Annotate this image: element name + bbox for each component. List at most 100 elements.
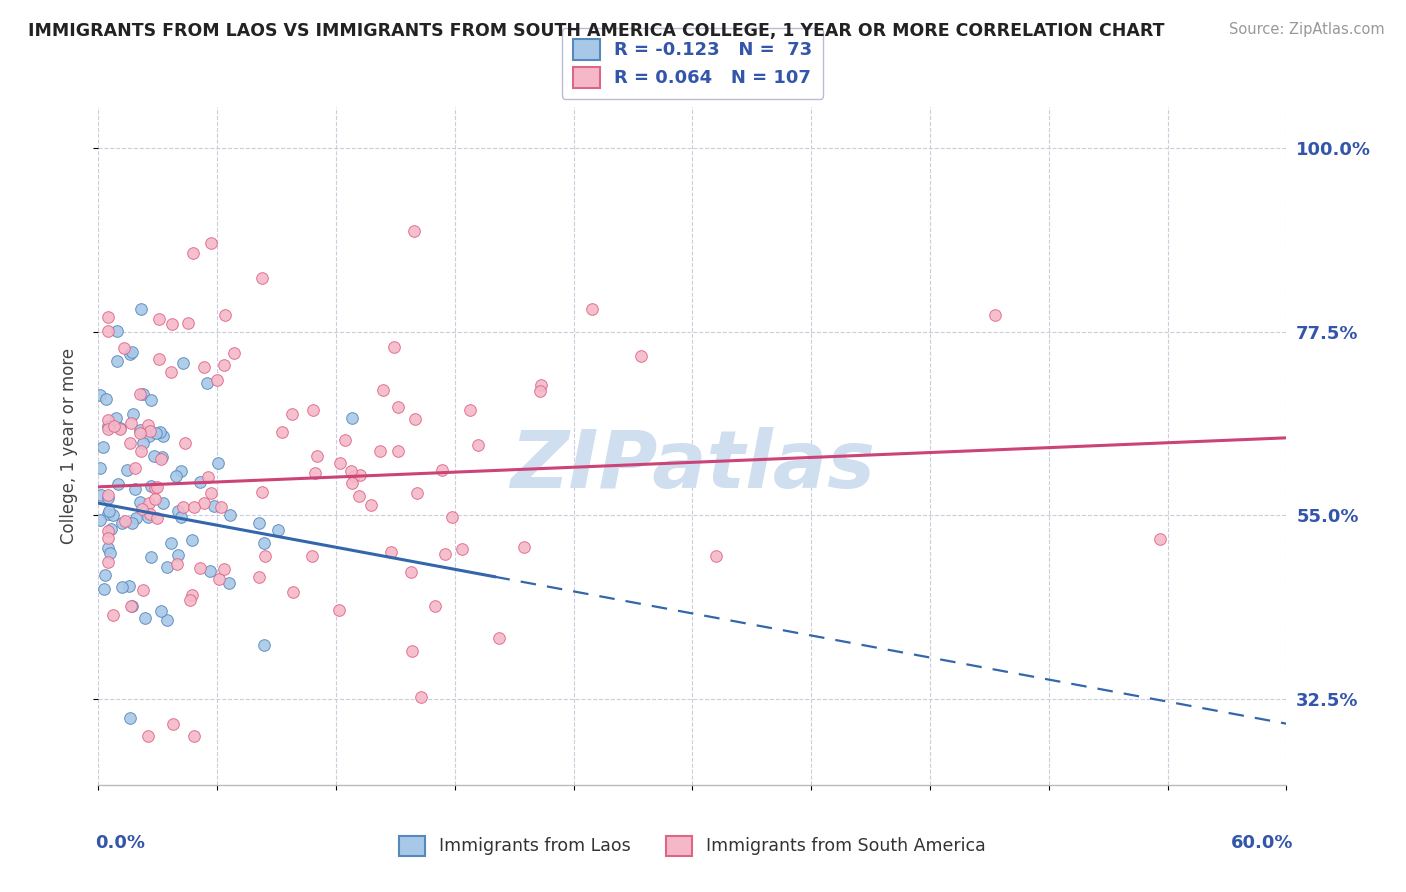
Point <box>108 422 131 436</box>
Point <box>212 561 235 575</box>
Point <box>145 481 167 495</box>
Point <box>349 468 371 483</box>
Point <box>120 599 142 613</box>
Point <box>132 435 155 450</box>
Text: ZIPatlas: ZIPatlas <box>510 427 875 506</box>
Point <box>104 410 127 425</box>
Point <box>387 444 409 458</box>
Point <box>581 301 603 316</box>
Point <box>111 580 134 594</box>
Point <box>139 424 162 438</box>
Point <box>124 461 146 475</box>
Point <box>103 419 125 434</box>
Point <box>145 511 167 525</box>
Point <box>131 444 153 458</box>
Point <box>409 690 432 704</box>
Point <box>301 549 323 564</box>
Point <box>382 340 405 354</box>
Point <box>404 224 426 238</box>
Point <box>630 349 652 363</box>
Point <box>143 492 166 507</box>
Point <box>430 463 453 477</box>
Point <box>368 444 391 458</box>
Point <box>195 376 218 391</box>
Point <box>458 402 481 417</box>
Point <box>97 531 120 545</box>
Point <box>97 541 120 556</box>
Point <box>148 312 170 326</box>
Point <box>343 469 366 483</box>
Point <box>139 507 162 521</box>
Point <box>111 516 134 530</box>
Text: 60.0%: 60.0% <box>1232 834 1294 852</box>
Point <box>401 565 423 579</box>
Point <box>209 500 232 515</box>
Point <box>148 351 170 366</box>
Point <box>304 467 326 481</box>
Point <box>136 509 159 524</box>
Point <box>704 549 727 563</box>
Point <box>200 235 222 250</box>
Point <box>97 310 120 324</box>
Text: Source: ZipAtlas.com: Source: ZipAtlas.com <box>1229 22 1385 37</box>
Point <box>198 565 221 579</box>
Point <box>118 347 141 361</box>
Point <box>96 491 118 505</box>
Y-axis label: College, 1 year or more: College, 1 year or more <box>59 348 77 544</box>
Point <box>1149 532 1171 546</box>
Point <box>138 429 160 443</box>
Point <box>108 421 131 435</box>
Point <box>380 545 402 559</box>
Point <box>129 426 152 441</box>
Point <box>120 436 142 450</box>
Point <box>97 507 120 521</box>
Point <box>188 561 211 575</box>
Point <box>136 418 159 433</box>
Point <box>149 425 172 439</box>
Point <box>329 456 352 470</box>
Point <box>250 484 273 499</box>
Point <box>160 317 183 331</box>
Point <box>93 440 115 454</box>
Point <box>150 450 173 464</box>
Point <box>150 452 173 467</box>
Point <box>193 360 215 375</box>
Point <box>188 475 211 490</box>
Point <box>340 410 363 425</box>
Point <box>129 423 152 437</box>
Point <box>212 358 235 372</box>
Point <box>266 523 288 537</box>
Point <box>121 407 143 421</box>
Point <box>118 579 141 593</box>
Point <box>120 416 142 430</box>
Point <box>404 411 426 425</box>
Point <box>97 413 120 427</box>
Point <box>183 500 205 515</box>
Point <box>125 510 148 524</box>
Legend: Immigrants from Laos, Immigrants from South America: Immigrants from Laos, Immigrants from So… <box>391 827 994 864</box>
Point <box>143 449 166 463</box>
Point <box>124 482 146 496</box>
Point <box>529 384 551 398</box>
Point <box>134 611 156 625</box>
Point <box>121 345 143 359</box>
Point <box>159 365 181 379</box>
Point <box>100 522 122 536</box>
Point <box>984 308 1007 322</box>
Point <box>340 476 363 491</box>
Point <box>97 487 120 501</box>
Point <box>197 470 219 484</box>
Point <box>136 729 159 743</box>
Point <box>174 436 197 450</box>
Point <box>405 486 427 500</box>
Point <box>121 516 143 531</box>
Point <box>112 341 135 355</box>
Point <box>214 308 236 322</box>
Point <box>150 604 173 618</box>
Point <box>89 388 111 402</box>
Point <box>146 480 169 494</box>
Point <box>433 548 456 562</box>
Point <box>97 419 120 434</box>
Point <box>152 495 174 509</box>
Point <box>118 711 141 725</box>
